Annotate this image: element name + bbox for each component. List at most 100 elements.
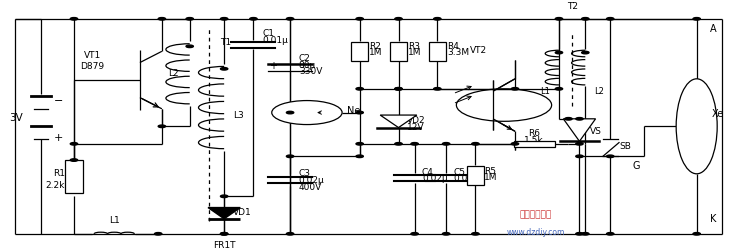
Text: 电路制作天地: 电路制作天地 <box>520 211 552 219</box>
Text: R1: R1 <box>53 169 65 178</box>
Circle shape <box>220 68 228 70</box>
Circle shape <box>472 143 479 145</box>
Circle shape <box>356 155 363 158</box>
Text: 0.02μ: 0.02μ <box>299 176 324 185</box>
Text: 0.02μ: 0.02μ <box>422 174 448 183</box>
Circle shape <box>70 143 78 145</box>
Circle shape <box>356 111 363 114</box>
Text: C2: C2 <box>299 54 310 63</box>
Text: VT1: VT1 <box>84 51 101 59</box>
Circle shape <box>581 18 589 20</box>
Circle shape <box>220 195 228 198</box>
Circle shape <box>395 87 402 90</box>
Circle shape <box>693 18 700 20</box>
Text: R2: R2 <box>369 42 381 51</box>
Polygon shape <box>380 115 417 128</box>
Circle shape <box>155 233 162 235</box>
Text: 0.01μ: 0.01μ <box>262 36 288 45</box>
Text: K: K <box>710 214 716 224</box>
Text: VT2: VT2 <box>470 46 487 55</box>
Text: VS: VS <box>589 127 602 136</box>
Text: L2: L2 <box>594 87 604 96</box>
Text: FR1T: FR1T <box>213 241 236 249</box>
Circle shape <box>395 87 402 90</box>
Circle shape <box>70 18 78 20</box>
Circle shape <box>606 155 614 158</box>
Text: VD1: VD1 <box>233 208 252 217</box>
Text: R4: R4 <box>447 42 459 51</box>
Circle shape <box>581 51 589 54</box>
Circle shape <box>250 18 257 20</box>
Text: L1: L1 <box>109 215 120 225</box>
Text: 80μ: 80μ <box>299 60 316 70</box>
Circle shape <box>159 125 166 128</box>
Circle shape <box>286 111 294 114</box>
Bar <box>351 42 368 61</box>
Text: R3: R3 <box>408 42 420 51</box>
Text: C1: C1 <box>262 29 275 38</box>
Circle shape <box>556 18 562 20</box>
Circle shape <box>186 45 193 48</box>
Bar <box>514 141 555 147</box>
Circle shape <box>556 51 562 54</box>
Text: L1: L1 <box>540 87 550 96</box>
Circle shape <box>286 155 294 158</box>
Text: +: + <box>54 133 64 143</box>
Circle shape <box>693 233 700 235</box>
Circle shape <box>220 233 228 235</box>
Text: 1.5k: 1.5k <box>524 136 544 145</box>
Text: 0.02μ: 0.02μ <box>454 174 479 183</box>
Circle shape <box>395 143 402 145</box>
Text: 1M: 1M <box>408 48 421 57</box>
Circle shape <box>220 233 228 235</box>
Text: 1M: 1M <box>484 173 498 182</box>
Circle shape <box>512 87 519 90</box>
Circle shape <box>356 18 363 20</box>
Polygon shape <box>563 119 595 141</box>
Circle shape <box>575 233 583 235</box>
Text: D879: D879 <box>80 62 104 71</box>
Text: R5: R5 <box>484 167 496 176</box>
Circle shape <box>564 118 572 120</box>
Circle shape <box>443 143 450 145</box>
Text: 400V: 400V <box>299 183 322 192</box>
Text: −: − <box>54 96 64 106</box>
Circle shape <box>356 143 363 145</box>
Circle shape <box>159 18 166 20</box>
Polygon shape <box>208 208 240 219</box>
Text: www.dzdiy.com: www.dzdiy.com <box>506 228 564 237</box>
Circle shape <box>411 233 418 235</box>
Circle shape <box>443 233 450 235</box>
Text: L2: L2 <box>168 69 178 78</box>
Circle shape <box>575 155 583 158</box>
Text: Ne: Ne <box>347 106 360 116</box>
Circle shape <box>272 101 342 124</box>
Text: +: + <box>269 61 277 71</box>
Bar <box>390 42 407 61</box>
Circle shape <box>457 89 552 121</box>
Text: 12V: 12V <box>407 123 425 132</box>
Circle shape <box>186 18 193 20</box>
Text: L3: L3 <box>233 111 244 119</box>
Text: SB: SB <box>619 142 631 151</box>
Circle shape <box>512 143 519 145</box>
Text: 3.3M: 3.3M <box>447 48 469 57</box>
Circle shape <box>70 159 78 161</box>
Circle shape <box>472 233 479 235</box>
Text: C3: C3 <box>299 169 311 178</box>
Circle shape <box>434 87 441 90</box>
Bar <box>65 160 83 193</box>
Text: G: G <box>633 161 640 171</box>
Circle shape <box>220 18 228 20</box>
Text: Xe: Xe <box>711 109 724 119</box>
Text: T1: T1 <box>220 38 232 47</box>
Text: 2.2k: 2.2k <box>46 180 65 190</box>
Bar <box>429 42 446 61</box>
Circle shape <box>286 233 294 235</box>
Circle shape <box>606 18 614 20</box>
Ellipse shape <box>676 79 717 174</box>
Text: R6: R6 <box>528 129 540 138</box>
Text: VD2: VD2 <box>407 116 426 124</box>
Circle shape <box>575 118 583 120</box>
Circle shape <box>411 143 418 145</box>
